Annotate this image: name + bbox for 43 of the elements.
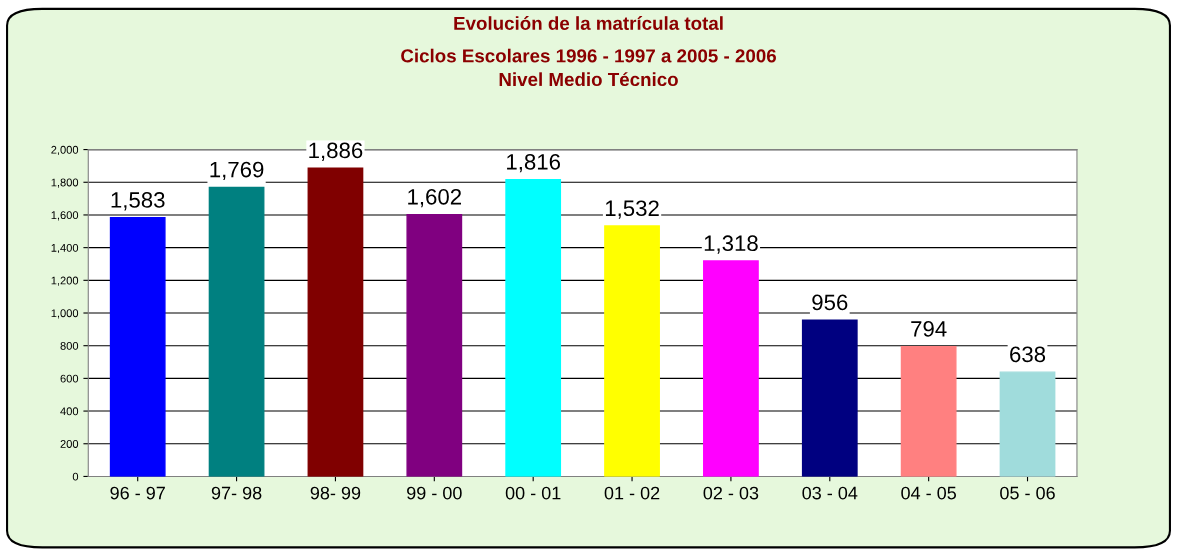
data-label: 1,816 (507, 153, 561, 173)
chart-subtitle: Ciclos Escolares 1996 - 1997 a 2005 - 2006 Nivel Medio Técnico (401, 48, 776, 87)
y-tick-label: 400 (60, 407, 79, 416)
data-label: 1,532 (605, 200, 659, 219)
y-tick-label: 800 (60, 341, 79, 350)
x-tick-label: 03 - 04 (802, 486, 858, 500)
y-tick-label: 0 (72, 472, 79, 481)
x-tick-label: 98- 99 (310, 486, 361, 500)
bar (999, 371, 1056, 477)
data-label: 794 (911, 320, 947, 337)
y-tick-label: 600 (60, 374, 79, 383)
x-tick-label: 00 - 01 (505, 486, 561, 500)
y-tick-label: 200 (60, 440, 79, 448)
x-tick-label: 01 - 02 (604, 486, 660, 500)
y-tick-label: 1,800 (51, 178, 79, 188)
bar (109, 217, 166, 477)
data-label: 638 (1010, 346, 1046, 363)
y-tick-label: 1,000 (51, 309, 79, 319)
data-label: 1,769 (210, 161, 264, 181)
data-label: 1,602 (408, 188, 461, 208)
bar (307, 167, 364, 477)
bar (900, 345, 957, 477)
y-tick-label: 1,400 (51, 243, 79, 254)
x-tick-label: 05 - 06 (1000, 486, 1055, 500)
bar (801, 319, 858, 477)
data-label: 956 (812, 294, 848, 311)
x-tick-label: 99 - 00 (407, 486, 462, 500)
bar (703, 260, 759, 477)
y-tick-label: 1,600 (51, 211, 79, 221)
y-tick-label: 1,200 (51, 276, 79, 286)
x-tick-label: 02 - 03 (703, 486, 759, 500)
x-tick-label: 04 - 05 (901, 486, 956, 500)
x-tick-label: 96 - 97 (110, 486, 165, 500)
data-label: 1,583 (111, 192, 165, 211)
x-tick-label: 97- 98 (211, 486, 262, 500)
bar (208, 186, 265, 477)
data-label: 1,886 (309, 142, 363, 161)
chart-title: Evolución de la matrícula total (454, 16, 723, 30)
bar (406, 213, 463, 477)
data-label: 1,318 (704, 235, 758, 254)
bar (505, 178, 562, 477)
y-tick-label: 2,000 (51, 145, 79, 156)
bar (604, 225, 660, 477)
